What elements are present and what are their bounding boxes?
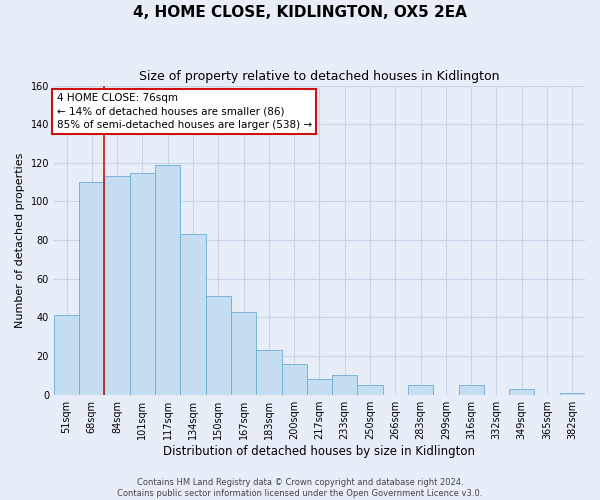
- X-axis label: Distribution of detached houses by size in Kidlington: Distribution of detached houses by size …: [163, 444, 475, 458]
- Bar: [358, 385, 383, 394]
- Bar: [130, 172, 155, 394]
- Bar: [155, 165, 181, 394]
- Title: Size of property relative to detached houses in Kidlington: Size of property relative to detached ho…: [139, 70, 500, 83]
- Bar: [307, 380, 332, 394]
- Bar: [181, 234, 206, 394]
- Bar: [509, 389, 535, 394]
- Bar: [281, 364, 307, 394]
- Text: 4 HOME CLOSE: 76sqm
← 14% of detached houses are smaller (86)
85% of semi-detach: 4 HOME CLOSE: 76sqm ← 14% of detached ho…: [56, 94, 311, 130]
- Bar: [458, 385, 484, 394]
- Bar: [54, 316, 79, 394]
- Bar: [332, 376, 358, 394]
- Text: Contains HM Land Registry data © Crown copyright and database right 2024.
Contai: Contains HM Land Registry data © Crown c…: [118, 478, 482, 498]
- Bar: [560, 393, 585, 394]
- Bar: [408, 385, 433, 394]
- Bar: [104, 176, 130, 394]
- Bar: [79, 182, 104, 394]
- Bar: [206, 296, 231, 394]
- Text: 4, HOME CLOSE, KIDLINGTON, OX5 2EA: 4, HOME CLOSE, KIDLINGTON, OX5 2EA: [133, 5, 467, 20]
- Bar: [231, 312, 256, 394]
- Bar: [256, 350, 281, 395]
- Y-axis label: Number of detached properties: Number of detached properties: [15, 152, 25, 328]
